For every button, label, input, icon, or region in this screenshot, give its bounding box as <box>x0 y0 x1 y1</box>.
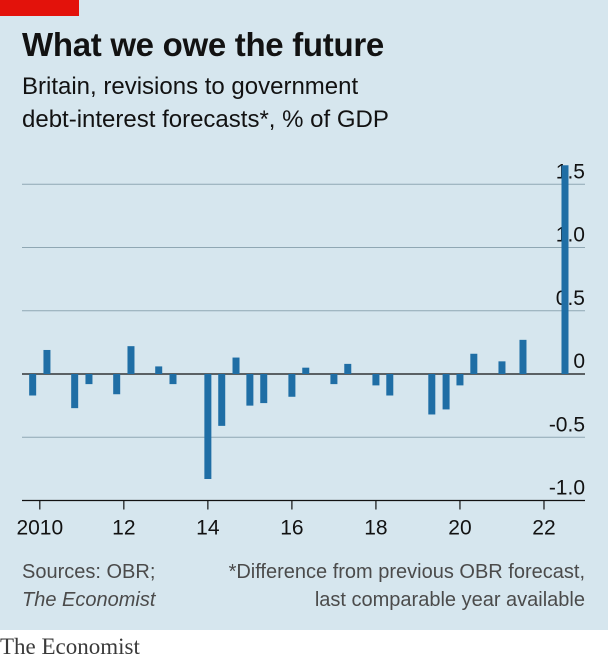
brand-logo-text: The Economist <box>0 634 140 659</box>
bar <box>561 165 569 374</box>
bar <box>288 374 296 397</box>
source-line-1: Sources: OBR; <box>22 561 156 583</box>
bar <box>246 374 254 406</box>
x-tick-label: 22 <box>532 517 555 540</box>
bar <box>71 374 79 409</box>
bar <box>519 339 527 374</box>
bar <box>456 374 464 386</box>
footnote-line-2: last comparable year available <box>314 589 585 611</box>
chart-panel <box>0 0 608 630</box>
bar <box>428 374 436 415</box>
x-tick-label: 20 <box>448 517 471 540</box>
source-line-2: The Economist <box>22 589 156 611</box>
bar <box>232 357 240 374</box>
x-tick-label: 14 <box>196 517 220 540</box>
bar <box>470 353 478 374</box>
bar <box>127 346 135 374</box>
chart-subtitle: Britain, revisions to government debt-in… <box>22 70 582 136</box>
bar <box>155 366 163 374</box>
bar <box>372 374 380 386</box>
bar <box>29 374 37 396</box>
bar <box>43 349 51 374</box>
x-tick-label: 12 <box>112 517 135 540</box>
x-tick-label: 18 <box>364 517 387 540</box>
footnote: *Difference from previous OBR forecast, … <box>229 558 585 614</box>
x-tick-label: 16 <box>280 517 303 540</box>
bar <box>85 374 93 385</box>
chart-title: What we owe the future <box>22 26 384 63</box>
bar <box>330 374 338 385</box>
y-tick-label: 1.0 <box>556 224 585 247</box>
bar <box>386 374 394 396</box>
bar <box>344 363 352 374</box>
footnote-line-1: *Difference from previous OBR forecast, <box>228 561 585 583</box>
bar-chart: 1.5 1.0 0.5 0 -0.5 -1.0 2010 12 14 16 18 20 22 <box>16 160 585 540</box>
bar <box>113 374 121 395</box>
y-tick-label: 0 <box>573 350 585 373</box>
bar <box>260 374 268 404</box>
bar <box>498 361 506 374</box>
bar <box>442 374 450 410</box>
y-tick-label: 1.5 <box>556 160 585 183</box>
bar <box>302 367 310 374</box>
subtitle-line-1: Britain, revisions to government <box>22 73 359 100</box>
subtitle-line-2: debt-interest forecasts*, % of GDP <box>22 106 389 133</box>
brand-red-tag <box>0 0 79 16</box>
bar <box>218 374 226 426</box>
x-tick-label: 2010 <box>16 517 63 540</box>
bar <box>204 374 212 479</box>
y-tick-label: 0.5 <box>556 287 585 310</box>
y-tick-label: -0.5 <box>549 413 585 436</box>
y-tick-label: -1.0 <box>549 477 585 500</box>
bar <box>169 374 177 385</box>
source-note: Sources: OBR; The Economist <box>22 558 155 614</box>
